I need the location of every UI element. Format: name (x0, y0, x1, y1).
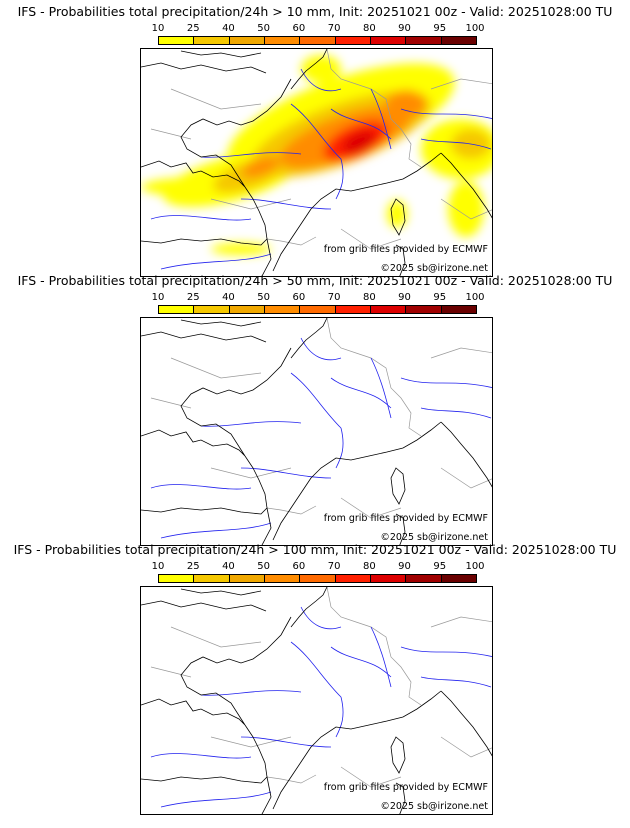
map-panel-50mm: IFS - Probabilities total precipitation/… (0, 269, 630, 546)
source-credit: from grib files provided by ECMWF (323, 513, 488, 524)
border-lines (150, 587, 492, 788)
colorbar-segment (441, 37, 476, 44)
coastline (141, 587, 492, 814)
colorbar-tick: 50 (257, 23, 271, 34)
colorbar-tick: 50 (257, 292, 271, 303)
colorbar-tick: 70 (327, 23, 341, 34)
colorbar-tick: 70 (327, 561, 341, 572)
colorbar-tick: 100 (465, 292, 485, 303)
colorbar-tick: 70 (327, 292, 341, 303)
coastline (141, 318, 492, 545)
colorbar-tick: 90 (398, 292, 411, 303)
colorbar-tick: 40 (222, 292, 235, 303)
colorbar-segment (300, 306, 336, 313)
colorbar-tick: 80 (362, 292, 376, 303)
copyright: ©2025 sb@irizone.net (380, 801, 488, 812)
colorbar-tick: 50 (257, 561, 271, 572)
border-lines (150, 318, 492, 519)
colorbar-tick: 95 (433, 23, 447, 34)
colorbar-segment (229, 306, 265, 313)
colorbar-tick: 90 (398, 561, 411, 572)
colorbar-segment (159, 306, 195, 313)
river-lines (150, 68, 492, 270)
border-lines (150, 49, 492, 250)
colorbar-tick: 100 (465, 23, 485, 34)
copyright: ©2025 sb@irizone.net (380, 263, 488, 274)
colorbar-segment (264, 37, 301, 44)
colorbar-tick: 80 (362, 561, 376, 572)
colorbar-segment (370, 575, 407, 582)
colorbar-segment (159, 37, 195, 44)
colorbar-tick: 10 (151, 292, 165, 303)
colorbar-segment (229, 37, 265, 44)
map-panel-10mm: IFS - Probabilities total precipitation/… (0, 0, 630, 277)
colorbar-segment (335, 37, 371, 44)
colorbar-tick: 90 (398, 23, 411, 34)
colorbar-segment (441, 575, 476, 582)
colorbar-segment (370, 306, 407, 313)
river-lines (150, 337, 492, 539)
colorbar-segment (406, 575, 442, 582)
colorbar-segment (406, 37, 442, 44)
colorbar-segment (335, 306, 371, 313)
colorbar-segment (406, 306, 442, 313)
colorbar-tick: 40 (222, 23, 235, 34)
map-panel-100mm: IFS - Probabilities total precipitation/… (0, 538, 630, 815)
colorbar-segment (335, 575, 371, 582)
map: from grib files provided by ECMWF ©2025 … (140, 586, 493, 815)
colorbar-segment (229, 575, 265, 582)
colorbar-tick: 25 (186, 561, 200, 572)
colorbar (158, 36, 477, 45)
colorbar-tick: 80 (362, 23, 376, 34)
colorbar-tick: 25 (186, 23, 200, 34)
source-credit: from grib files provided by ECMWF (323, 244, 488, 255)
colorbar-tick: 25 (186, 292, 200, 303)
river-lines (150, 606, 492, 808)
colorbar-tick: 95 (433, 292, 447, 303)
colorbar-segment (300, 575, 336, 582)
colorbar-tick: 95 (433, 561, 447, 572)
colorbar-segment (264, 306, 301, 313)
colorbar (158, 305, 477, 314)
colorbar-tick: 10 (151, 23, 165, 34)
colorbar-segment (370, 37, 407, 44)
source-credit: from grib files provided by ECMWF (323, 782, 488, 793)
colorbar-segment (441, 306, 476, 313)
colorbar-tick: 60 (292, 561, 306, 572)
panel-title: IFS - Probabilities total precipitation/… (13, 542, 617, 557)
coastline (141, 49, 492, 276)
colorbar-segment (194, 575, 230, 582)
panel-title: IFS - Probabilities total precipitation/… (17, 4, 613, 19)
colorbar-tick: 100 (465, 561, 485, 572)
colorbar-segment (159, 575, 195, 582)
map: from grib files provided by ECMWF ©2025 … (140, 48, 493, 277)
colorbar-segment (300, 37, 336, 44)
colorbar-segment (194, 306, 230, 313)
colorbar-tick: 40 (222, 561, 235, 572)
colorbar (158, 574, 477, 583)
colorbar-segment (264, 575, 301, 582)
panel-title: IFS - Probabilities total precipitation/… (17, 273, 613, 288)
copyright: ©2025 sb@irizone.net (380, 532, 488, 543)
map: from grib files provided by ECMWF ©2025 … (140, 317, 493, 546)
colorbar-tick: 60 (292, 292, 306, 303)
precipitation-field (141, 55, 492, 255)
colorbar-tick: 10 (151, 561, 165, 572)
colorbar-tick: 60 (292, 23, 306, 34)
colorbar-segment (194, 37, 230, 44)
